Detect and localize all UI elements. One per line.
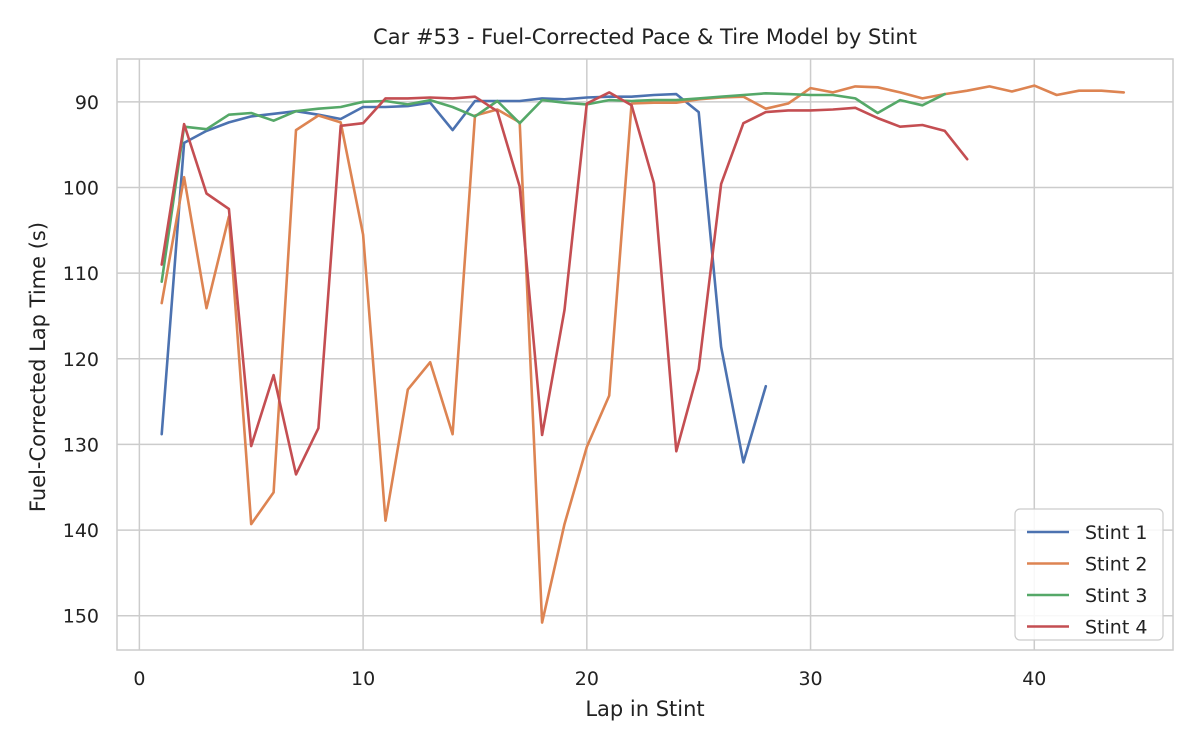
x-tick-label: 30 <box>798 668 822 690</box>
series-line-stint-1 <box>160 92 768 464</box>
x-tick-label: 0 <box>133 668 145 690</box>
series-line-stint-4 <box>160 91 969 476</box>
legend-box <box>1014 508 1164 641</box>
x-axis-title: Lap in Stint <box>585 697 704 721</box>
y-axis-title: Fuel-Corrected Lap Time (s) <box>26 222 50 512</box>
plot-frame <box>116 58 1174 651</box>
y-tick-label: 140 <box>63 520 99 542</box>
chart-title: Car #53 - Fuel-Corrected Pace & Tire Mod… <box>373 25 917 49</box>
tick-labels: 0 10 20 30 40 90 100 110 120 130 140 150 <box>63 92 1047 690</box>
y-tick-label: 90 <box>75 92 99 114</box>
x-tick-label: 10 <box>351 668 375 690</box>
grid-lines <box>117 59 1173 650</box>
y-tick-label: 100 <box>63 177 99 199</box>
legend: Stint 1 Stint 2 Stint 3 Stint 4 <box>1014 508 1164 641</box>
series-line-stint-3 <box>160 92 947 284</box>
legend-label-stint-3: Stint 3 <box>1085 585 1147 607</box>
y-tick-label: 110 <box>63 263 99 285</box>
series-line-stint-2 <box>160 84 1126 624</box>
y-tick-label: 150 <box>63 606 99 628</box>
y-tick-label: 120 <box>63 349 99 371</box>
legend-label-stint-2: Stint 2 <box>1085 554 1147 576</box>
x-tick-label: 40 <box>1022 668 1046 690</box>
series-lines <box>160 84 1126 624</box>
legend-label-stint-1: Stint 1 <box>1085 522 1147 544</box>
x-tick-label: 20 <box>575 668 599 690</box>
legend-label-stint-4: Stint 4 <box>1085 617 1147 639</box>
y-tick-label: 130 <box>63 434 99 456</box>
